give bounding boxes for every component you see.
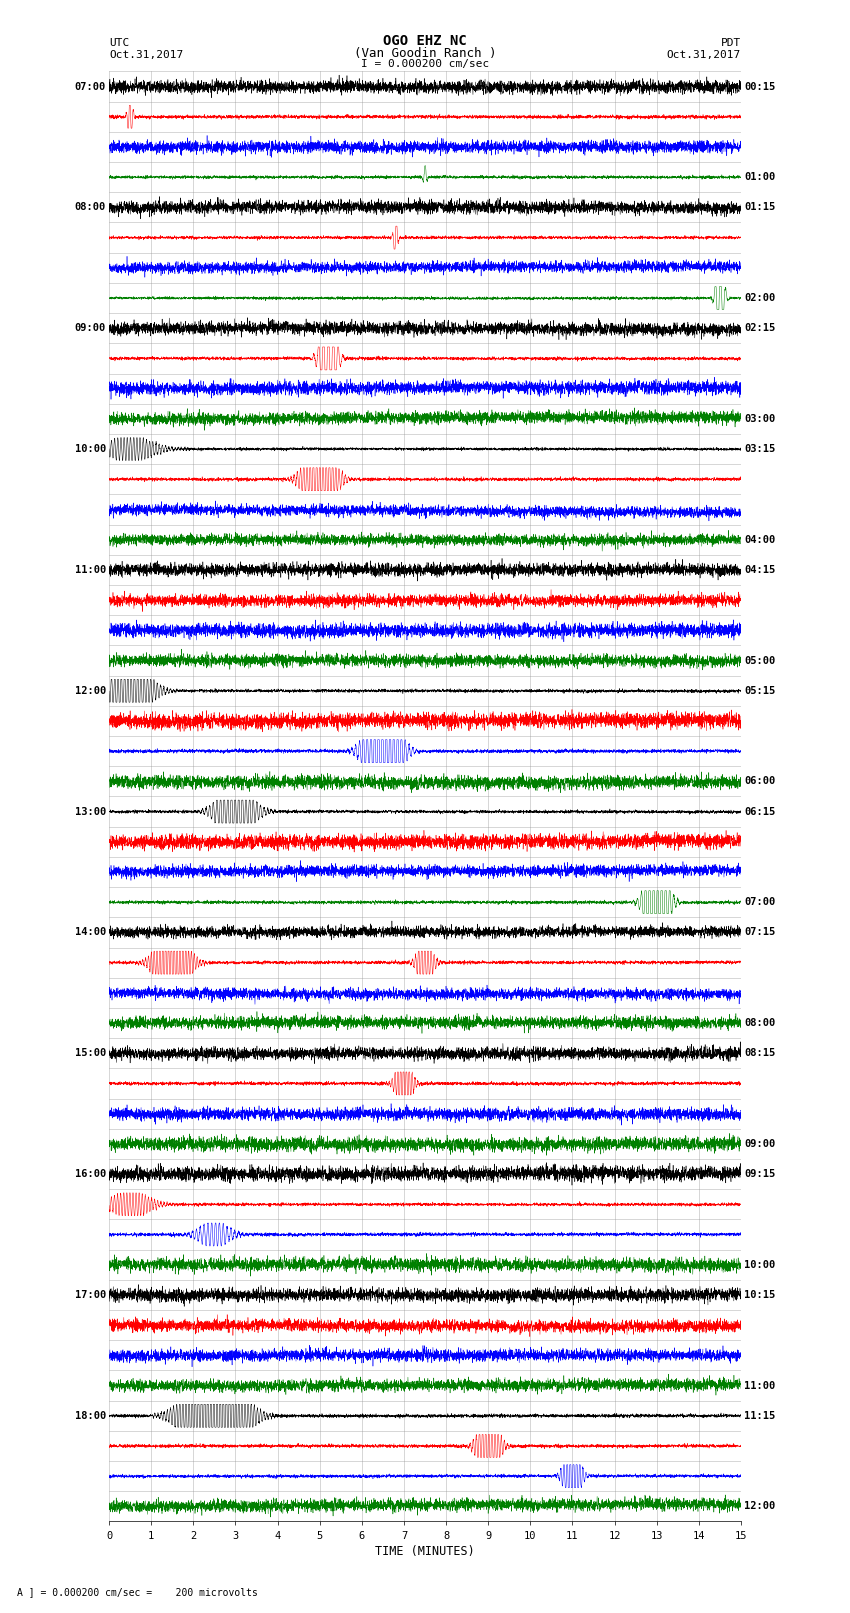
Text: 13:00: 13:00 bbox=[75, 806, 106, 816]
Text: 07:00: 07:00 bbox=[75, 82, 106, 92]
Text: 07:15: 07:15 bbox=[744, 927, 775, 937]
Text: UTC: UTC bbox=[109, 39, 129, 48]
Text: 07:00: 07:00 bbox=[744, 897, 775, 907]
Text: 10:00: 10:00 bbox=[75, 444, 106, 455]
Text: 04:15: 04:15 bbox=[744, 565, 775, 574]
Text: 17:00: 17:00 bbox=[75, 1290, 106, 1300]
Text: 11:00: 11:00 bbox=[744, 1381, 775, 1390]
Text: I = 0.000200 cm/sec: I = 0.000200 cm/sec bbox=[361, 60, 489, 69]
Text: 10:15: 10:15 bbox=[744, 1290, 775, 1300]
Text: 14:00: 14:00 bbox=[75, 927, 106, 937]
Text: 05:15: 05:15 bbox=[744, 686, 775, 695]
Text: 06:00: 06:00 bbox=[744, 776, 775, 787]
Text: 08:00: 08:00 bbox=[75, 202, 106, 213]
Text: 09:00: 09:00 bbox=[75, 323, 106, 334]
Text: 10:00: 10:00 bbox=[744, 1260, 775, 1269]
Text: (Van Goodin Ranch ): (Van Goodin Ranch ) bbox=[354, 47, 496, 60]
Text: Oct.31,2017: Oct.31,2017 bbox=[666, 50, 741, 60]
Text: 15:00: 15:00 bbox=[75, 1048, 106, 1058]
Text: 02:00: 02:00 bbox=[744, 294, 775, 303]
Text: 05:00: 05:00 bbox=[744, 655, 775, 666]
Text: 03:00: 03:00 bbox=[744, 415, 775, 424]
Text: 03:15: 03:15 bbox=[744, 444, 775, 455]
Text: OGO EHZ NC: OGO EHZ NC bbox=[383, 34, 467, 48]
Text: Oct.31,2017: Oct.31,2017 bbox=[109, 50, 184, 60]
Text: 01:00: 01:00 bbox=[744, 173, 775, 182]
Text: 12:00: 12:00 bbox=[75, 686, 106, 695]
X-axis label: TIME (MINUTES): TIME (MINUTES) bbox=[375, 1545, 475, 1558]
Text: 11:00: 11:00 bbox=[75, 565, 106, 574]
Text: 02:15: 02:15 bbox=[744, 323, 775, 334]
Text: 11:15: 11:15 bbox=[744, 1411, 775, 1421]
Text: PDT: PDT bbox=[721, 39, 741, 48]
Text: 06:15: 06:15 bbox=[744, 806, 775, 816]
Text: A ] = 0.000200 cm/sec =    200 microvolts: A ] = 0.000200 cm/sec = 200 microvolts bbox=[17, 1587, 258, 1597]
Text: 09:00: 09:00 bbox=[744, 1139, 775, 1148]
Text: 18:00: 18:00 bbox=[75, 1411, 106, 1421]
Text: 08:15: 08:15 bbox=[744, 1048, 775, 1058]
Text: 08:00: 08:00 bbox=[744, 1018, 775, 1027]
Text: 09:15: 09:15 bbox=[744, 1169, 775, 1179]
Text: 04:00: 04:00 bbox=[744, 534, 775, 545]
Text: 16:00: 16:00 bbox=[75, 1169, 106, 1179]
Text: 12:00: 12:00 bbox=[744, 1502, 775, 1511]
Text: 01:15: 01:15 bbox=[744, 202, 775, 213]
Text: 00:15: 00:15 bbox=[744, 82, 775, 92]
